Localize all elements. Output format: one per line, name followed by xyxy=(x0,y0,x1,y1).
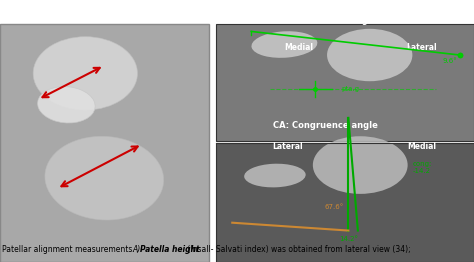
Ellipse shape xyxy=(37,87,95,123)
Ellipse shape xyxy=(33,37,137,110)
Text: A): A) xyxy=(133,245,143,254)
Ellipse shape xyxy=(327,29,412,81)
Ellipse shape xyxy=(45,136,164,220)
Text: Medial: Medial xyxy=(284,43,313,52)
Text: Lateral: Lateral xyxy=(273,142,303,151)
Text: cong:
-14.2: cong: -14.2 xyxy=(412,161,432,174)
Text: CA: Congruence angle: CA: Congruence angle xyxy=(273,121,377,129)
Ellipse shape xyxy=(252,31,317,58)
Ellipse shape xyxy=(313,136,408,194)
Text: Patellar alignment measurements.: Patellar alignment measurements. xyxy=(2,245,137,254)
Text: 67.6°: 67.6° xyxy=(325,204,344,210)
Text: 9.6°: 9.6° xyxy=(443,58,457,64)
Text: 14.2°: 14.2° xyxy=(339,236,358,242)
FancyBboxPatch shape xyxy=(0,24,209,262)
Ellipse shape xyxy=(244,164,306,187)
FancyBboxPatch shape xyxy=(216,143,474,262)
FancyBboxPatch shape xyxy=(216,24,474,141)
Text: (Insall- Salvati index) was obtained from lateral view (34);: (Insall- Salvati index) was obtained fro… xyxy=(185,245,410,254)
Text: Medial: Medial xyxy=(407,142,437,151)
Text: pta.g: pta.g xyxy=(341,86,359,92)
Text: PTA: Patella tilt angle: PTA: Patella tilt angle xyxy=(273,16,376,25)
Text: Patella height: Patella height xyxy=(140,245,200,254)
Text: Lateral: Lateral xyxy=(407,43,437,52)
